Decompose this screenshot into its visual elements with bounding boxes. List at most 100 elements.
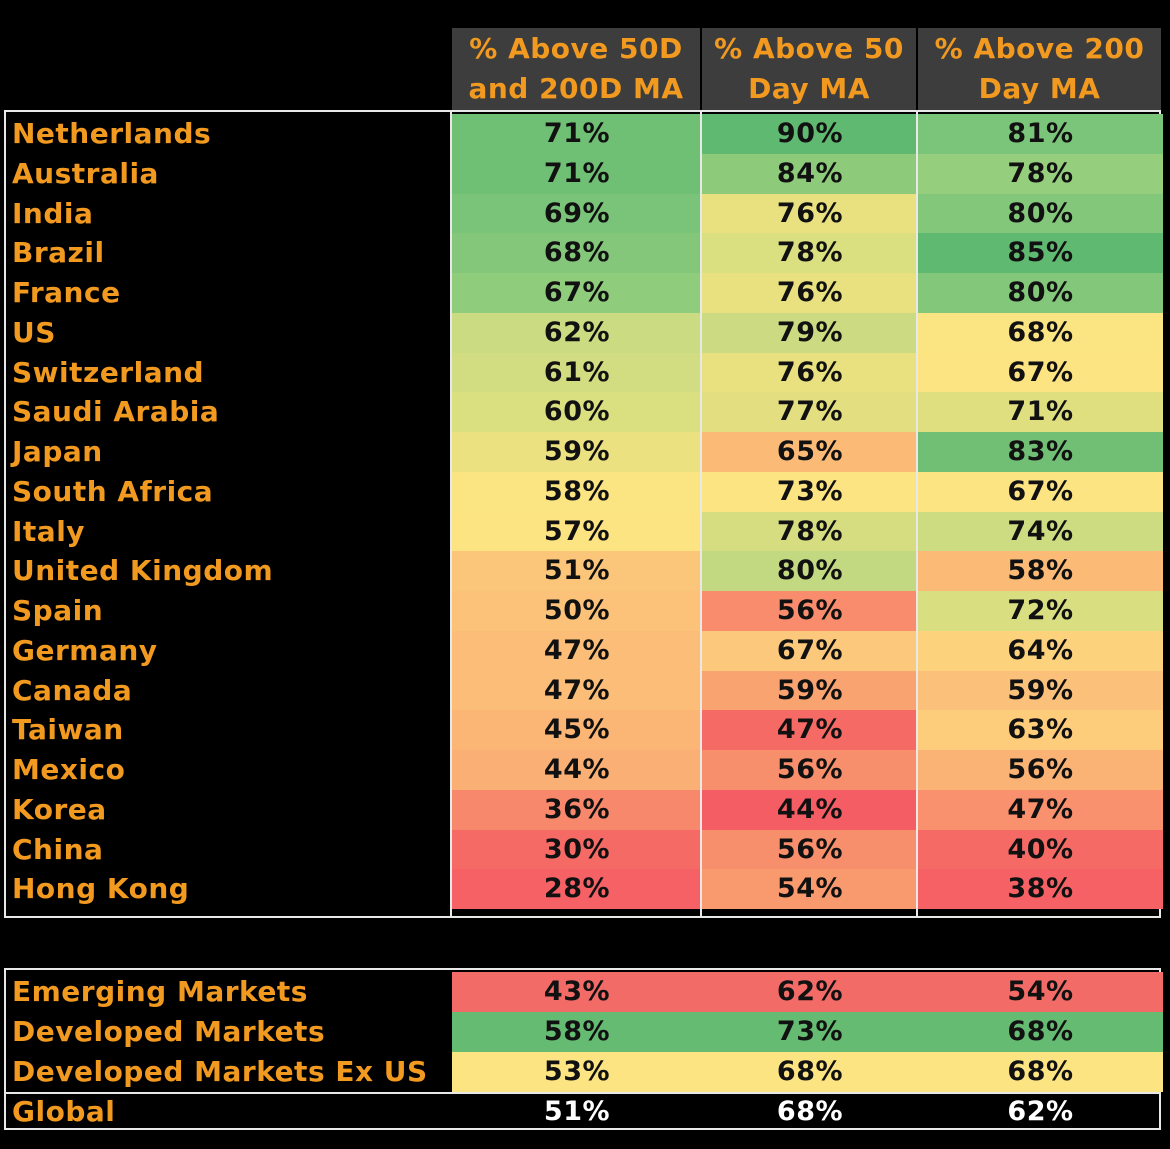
value-cell: 57% [452,511,702,552]
table-row: Canada 47% 59% 59% [6,670,1163,711]
value-cell: 73% [702,471,918,512]
value-cell: 56% [702,829,918,870]
row-label: China [12,832,104,866]
value-cell: 80% [918,193,1163,234]
value-cell: 67% [918,471,1163,512]
aggregate-table: Emerging Markets 43% 62% 54% Developed Marke… [4,968,1163,1132]
value-cell: 51% [452,551,702,592]
value-cell: 59% [702,670,918,711]
value-cell: 59% [452,432,702,472]
table-row: Hong Kong 28% 54% 38% [6,869,1163,910]
row-label: Hong Kong [12,872,190,906]
row-label: Germany [12,633,158,667]
column-divider [916,112,918,916]
row-label: Netherlands [12,117,212,150]
value-cell: 44% [452,750,702,790]
table-row: Mexico 44% 56% 56% [6,750,1163,790]
value-cell: 45% [452,710,702,751]
row-label: Korea [12,792,107,826]
value-cell: 76% [702,352,918,393]
table-row: Korea 36% 44% 47% [6,789,1163,830]
aggregate-row: Developed Markets 58% 73% 68% [6,1012,1163,1052]
column-header-line: Day MA [978,72,1101,105]
value-cell: 47% [452,670,702,711]
table-row: India 69% 76% 80% [6,193,1163,234]
value-cell: 71% [452,153,702,194]
value-cell: 36% [452,789,702,830]
table-row: United Kingdom 51% 80% 58% [6,551,1163,592]
country-table: Netherlands 71% 90% 81% Australia 71% 84% 78% In… [4,110,1163,918]
row-label: Developed Markets [12,1015,326,1048]
value-cell: 56% [702,591,918,631]
value-cell: 28% [452,869,702,910]
table-row: Germany 47% 67% 64% [6,630,1163,671]
value-cell: 47% [918,789,1163,830]
value-cell: 65% [702,432,918,472]
table-row: Brazil 68% 78% 85% [6,233,1163,274]
value-cell: 76% [702,273,918,313]
row-label: Japan [12,435,103,468]
value-cell: 68% [918,312,1163,353]
value-cell: 71% [452,114,702,154]
value-cell: 90% [702,114,918,154]
value-cell: 63% [918,710,1163,751]
global-divider [6,1092,1159,1094]
row-label: Taiwan [12,713,124,747]
value-cell: 68% [918,1052,1163,1092]
aggregate-row: Emerging Markets 43% 62% 54% [6,972,1163,1012]
value-cell: 80% [702,551,918,592]
value-cell: 43% [452,972,702,1012]
value-cell: 54% [918,972,1163,1012]
global-row: Global 51% 68% 62% [6,1092,1159,1132]
value-cell: 78% [702,233,918,274]
value-cell: 58% [452,471,702,512]
value-cell: 72% [918,591,1163,631]
value-cell: 77% [702,392,918,433]
value-cell: 83% [918,432,1163,472]
column-header-2: % Above 50 Day MA [702,28,916,110]
column-header-line: % Above 200 [934,32,1145,65]
value-cell: 59% [918,670,1163,711]
value-cell: 79% [702,312,918,353]
value-cell: 81% [918,114,1163,154]
row-label: Developed Markets Ex US [12,1055,428,1088]
row-label: Spain [12,594,104,627]
value-cell: 40% [918,829,1163,870]
value-cell: 60% [452,392,702,433]
table-row: South Africa 58% 73% 67% [6,471,1163,512]
table-row: Japan 59% 65% 83% [6,432,1163,472]
value-cell: 78% [702,511,918,552]
row-label: US [12,315,56,349]
value-cell: 62% [452,312,702,353]
row-label: United Kingdom [12,554,274,588]
value-cell: 67% [918,352,1163,393]
value-cell: 64% [918,630,1163,671]
column-header-line: and 200D MA [468,72,684,105]
value-cell: 80% [918,273,1163,313]
value-cell: 68% [702,1052,918,1092]
value-cell: 56% [918,750,1163,790]
value-cell: 56% [702,750,918,790]
column-header-1: % Above 50D and 200D MA [452,28,700,110]
row-label: Italy [12,514,86,548]
value-cell: 67% [452,273,702,313]
value-cell: 47% [452,630,702,671]
table-row: Australia 71% 84% 78% [6,153,1163,194]
value-cell: 53% [452,1052,702,1092]
row-label: South Africa [12,474,214,508]
row-label: Saudi Arabia [12,395,220,429]
value-cell: 38% [918,869,1163,910]
value-cell: 61% [452,352,702,393]
table-row: Netherlands 71% 90% 81% [6,114,1163,154]
column-header-line: % Above 50 [714,32,904,65]
value-cell: 85% [918,233,1163,274]
table-row: Switzerland 61% 76% 67% [6,352,1163,393]
table-row: US 62% 79% 68% [6,312,1163,353]
value-cell: 44% [702,789,918,830]
aggregate-row: Developed Markets Ex US 53% 68% 68% [6,1052,1163,1092]
value-cell: 73% [702,1012,918,1052]
value-cell: 84% [702,153,918,194]
table-row: France 67% 76% 80% [6,273,1163,313]
value-cell: 74% [918,511,1163,552]
value-cell: 50% [452,591,702,631]
